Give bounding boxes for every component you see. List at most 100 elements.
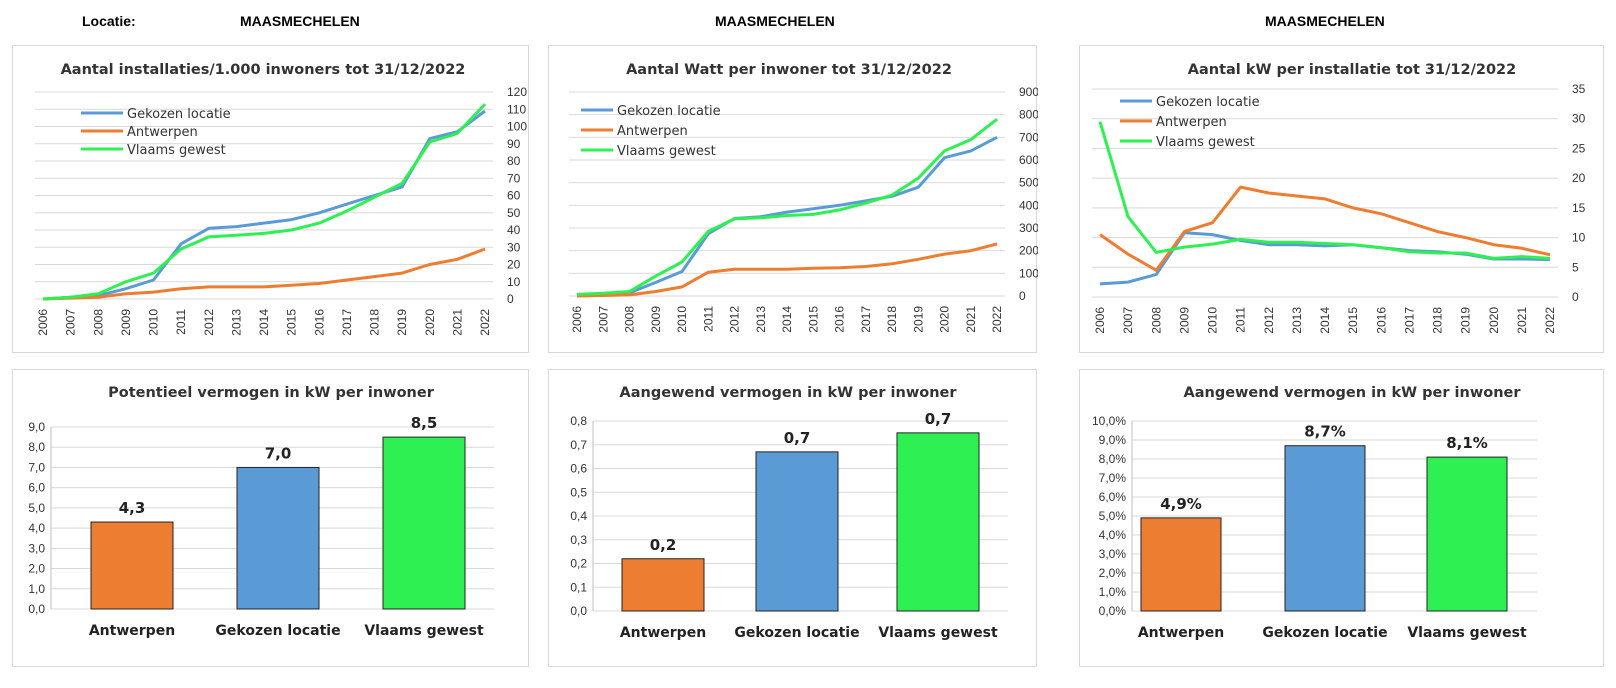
y-tick-label: 2,0% [1099,566,1127,580]
x-tick-label: 2008 [91,309,105,336]
bar-value-label: 7,0 [265,444,292,462]
y-tick-label: 30 [507,240,521,254]
bar-value-label: 0,7 [925,410,952,428]
legend-label: Gekozen locatie [127,107,231,122]
x-tick-label: 2017 [859,306,873,333]
chart-panel-aangewend-pct: Aangewend vermogen in kW per inwoner 0,0%… [1079,369,1604,667]
x-tick-label: 2019 [1459,307,1473,334]
y-tick-label: 3,0% [1099,547,1127,561]
y-tick-label: 0,3 [570,533,587,547]
y-tick-label: 10 [1572,231,1586,245]
y-tick-label: 500 [1019,176,1038,190]
y-tick-label: 2,0 [28,562,45,576]
location-name-1: MAASMECHELEN [240,13,360,29]
series-line [576,118,998,296]
bar [1284,445,1366,612]
y-tick-label: 0 [1572,290,1579,304]
y-tick-label: 300 [1019,221,1038,235]
y-tick-label: 4,0% [1099,528,1127,542]
bar [382,436,466,610]
y-tick-label: 400 [1019,198,1038,212]
x-tick-label: 2008 [1149,307,1163,334]
x-tick-label: 2022 [990,306,1004,333]
chart-panel-watt: Aantal Watt per inwoner tot 31/12/2022 0 1… [548,45,1038,353]
x-tick-label: 2012 [202,309,216,336]
x-tick-label: 2007 [64,309,78,336]
y-tick-label: 0,0 [28,602,45,616]
bar-value-label: 0,7 [784,429,811,447]
x-tick-label: 2014 [1318,307,1332,334]
location-name-3: MAASMECHELEN [1265,13,1385,29]
bar-value-label: 4,3 [119,499,146,517]
legend-label: Gekozen locatie [1156,95,1260,110]
x-tick-label: 2020 [1487,307,1501,334]
y-tick-label: 120 [507,85,527,99]
bar-value-label: 8,7% [1304,423,1346,441]
bar [1426,456,1508,612]
x-tick-label: 2018 [1431,307,1445,334]
x-tick-label: 2006 [1093,307,1107,334]
y-tick-label: 7,0 [28,460,45,474]
x-tick-label: 2011 [174,309,188,335]
chart-title: Aangewend vermogen in kW per inwoner [619,385,957,401]
chart-potentieel: Potentieel vermogen in kW per inwoner 0,0… [28,385,494,639]
y-tick-label: 4,0 [28,521,45,535]
y-tick-label: 9,0% [1099,433,1127,447]
x-tick-label: 2009 [119,309,133,336]
x-tick-label: 2019 [395,309,409,336]
y-tick-label: 0 [1019,289,1026,303]
x-tick-label: 2010 [147,309,161,336]
x-tick-label: 2014 [257,309,271,336]
chart-kw-installatie: Aantal kW per installatie tot 31/12/2022… [1092,62,1586,334]
bar-value-label: 4,9% [1160,495,1202,513]
y-tick-label: 10,0% [1092,414,1126,428]
x-tick-label: 2016 [1374,307,1388,334]
y-tick-label: 200 [1019,244,1038,258]
chart-panel-installaties: Aantal installaties/1.000 inwoners tot 3… [12,45,529,353]
bar-value-label: 8,5 [411,414,438,432]
bar [621,558,705,612]
x-category-label: Vlaams gewest [364,623,484,639]
x-category-label: Antwerpen [620,625,706,641]
y-tick-label: 0,0% [1099,604,1127,618]
x-tick-label: 2015 [1346,307,1360,334]
x-tick-label: 2015 [285,309,299,336]
x-tick-label: 2022 [1543,307,1557,334]
y-tick-label: 70 [507,171,521,185]
x-tick-label: 2018 [885,306,899,333]
chart-title: Potentieel vermogen in kW per inwoner [108,385,435,401]
y-tick-label: 800 [1019,108,1038,122]
y-tick-label: 30 [1572,112,1586,126]
x-category-label: Gekozen locatie [215,623,340,639]
x-category-label: Antwerpen [1138,625,1224,641]
y-tick-label: 1,0 [28,582,45,596]
x-tick-label: 2021 [450,309,464,336]
y-tick-label: 0,7 [570,438,587,452]
x-tick-label: 2013 [1290,307,1304,334]
series-line [42,103,487,301]
chart-title: Aantal kW per installatie tot 31/12/2022 [1188,62,1517,78]
y-tick-label: 900 [1019,85,1038,99]
series-line [1098,121,1551,260]
y-tick-label: 20 [1572,171,1586,185]
series-line [576,135,998,297]
x-category-label: Antwerpen [89,623,175,639]
y-tick-label: 6,0 [28,481,45,495]
chart-panel-kw-installatie: Aantal kW per installatie tot 31/12/2022… [1079,45,1604,353]
x-tick-label: 2008 [623,306,637,333]
y-tick-label: 90 [507,137,521,151]
y-tick-label: 0,5 [570,485,587,499]
y-tick-label: 60 [507,189,521,203]
x-tick-label: 2021 [1515,307,1529,334]
y-tick-label: 1,0% [1099,585,1127,599]
series-line [1099,185,1551,272]
x-category-label: Gekozen locatie [734,625,859,641]
y-tick-label: 15 [1572,201,1586,215]
chart-title: Aangewend vermogen in kW per inwoner [1183,385,1521,401]
y-tick-label: 700 [1019,130,1038,144]
legend-label: Antwerpen [1156,115,1227,130]
series-line [576,242,998,298]
chart-aangewend-kw: Aangewend vermogen in kW per inwoner 0,0 0… [570,385,1008,641]
bar-value-label: 8,1% [1446,434,1488,452]
y-tick-label: 3,0 [28,541,45,555]
